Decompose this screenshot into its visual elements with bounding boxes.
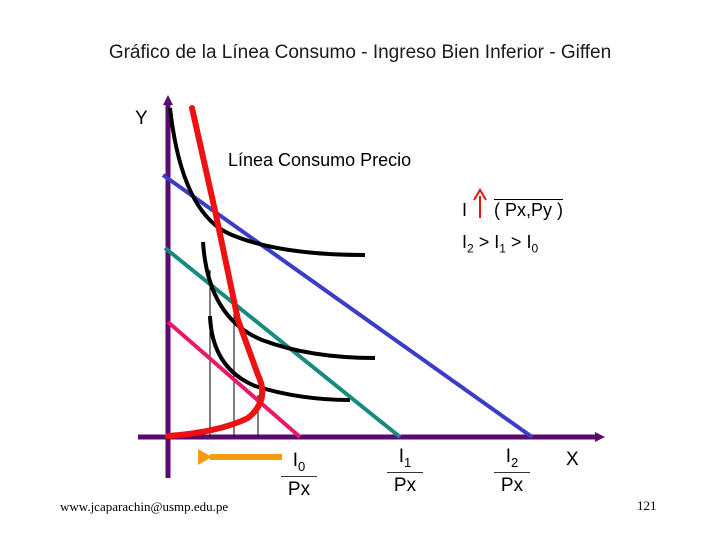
- income-symbol: I: [462, 200, 468, 220]
- budget-line-i2: [161, 173, 534, 439]
- page-title: Gráfico de la Línea Consumo - Ingreso Bi…: [108, 42, 612, 63]
- indifference-curve-1: [208, 315, 351, 402]
- income-inequality: I2 > I1 > I0: [462, 232, 539, 256]
- intercept-label-i1: I1 Px: [375, 446, 435, 497]
- page-number: 121: [637, 498, 657, 513]
- price-consumption-curve: [165, 105, 266, 439]
- price-vector: ( Px,Py ): [494, 200, 564, 220]
- y-axis-label: Y: [135, 108, 148, 129]
- curve-label: Línea Consumo Precio: [228, 150, 412, 170]
- budget-line-i1: [163, 246, 402, 439]
- intercept-label-i0: I0 Px: [269, 450, 329, 501]
- footer-email: www.jcaparachin@usmp.edu.pe: [60, 499, 229, 514]
- indifference-curve-2: [201, 241, 376, 360]
- x-axis-label: X: [566, 449, 579, 470]
- budget-line-i0: [166, 320, 302, 439]
- indifference-curve-3: [168, 107, 366, 257]
- increase-arrow-head: [473, 188, 487, 201]
- intercept-label-i2: I2 Px: [482, 446, 542, 497]
